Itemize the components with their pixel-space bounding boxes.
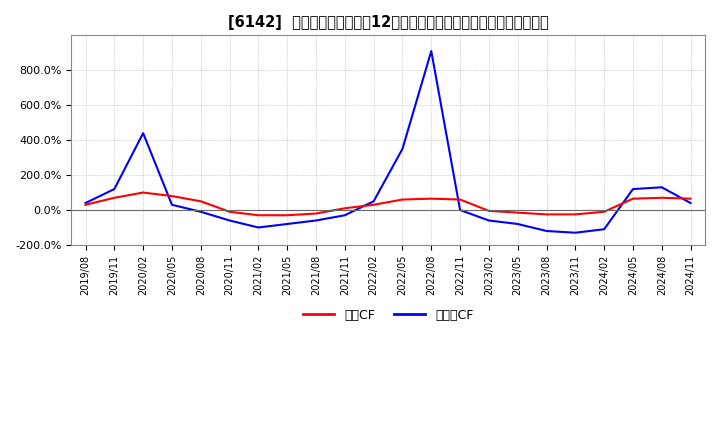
フリーCF: [485, 218, 493, 223]
フリーCF: [571, 230, 580, 235]
フリーCF: [369, 198, 378, 204]
フリーCF: [686, 200, 695, 205]
営業CF: [513, 210, 522, 215]
営業CF: [283, 213, 292, 218]
フリーCF: [110, 187, 119, 192]
フリーCF: [283, 221, 292, 227]
フリーCF: [197, 209, 205, 214]
フリーCF: [81, 200, 90, 205]
フリーCF: [427, 48, 436, 54]
Line: フリーCF: フリーCF: [86, 51, 690, 233]
営業CF: [398, 197, 407, 202]
Legend: 営業CF, フリーCF: 営業CF, フリーCF: [298, 304, 478, 327]
フリーCF: [513, 221, 522, 227]
営業CF: [600, 209, 608, 214]
営業CF: [629, 196, 637, 202]
営業CF: [254, 213, 263, 218]
営業CF: [456, 197, 464, 202]
営業CF: [197, 198, 205, 204]
フリーCF: [139, 131, 148, 136]
フリーCF: [225, 218, 234, 223]
営業CF: [139, 190, 148, 195]
フリーCF: [542, 228, 551, 234]
営業CF: [168, 194, 176, 199]
フリーCF: [456, 207, 464, 213]
フリーCF: [254, 225, 263, 230]
営業CF: [571, 212, 580, 217]
フリーCF: [398, 146, 407, 151]
営業CF: [369, 202, 378, 207]
営業CF: [542, 212, 551, 217]
Title: [6142]  キャッシュフローの12か月移動合計の対前年同期増減率の推移: [6142] キャッシュフローの12か月移動合計の対前年同期増減率の推移: [228, 15, 549, 30]
Line: 営業CF: 営業CF: [86, 193, 690, 215]
営業CF: [81, 202, 90, 207]
営業CF: [110, 195, 119, 201]
営業CF: [657, 195, 666, 201]
営業CF: [225, 209, 234, 214]
フリーCF: [657, 185, 666, 190]
フリーCF: [312, 218, 320, 223]
営業CF: [686, 196, 695, 202]
営業CF: [341, 205, 349, 211]
営業CF: [312, 211, 320, 216]
営業CF: [485, 208, 493, 213]
フリーCF: [341, 213, 349, 218]
フリーCF: [629, 187, 637, 192]
営業CF: [427, 196, 436, 202]
フリーCF: [600, 227, 608, 232]
フリーCF: [168, 202, 176, 207]
